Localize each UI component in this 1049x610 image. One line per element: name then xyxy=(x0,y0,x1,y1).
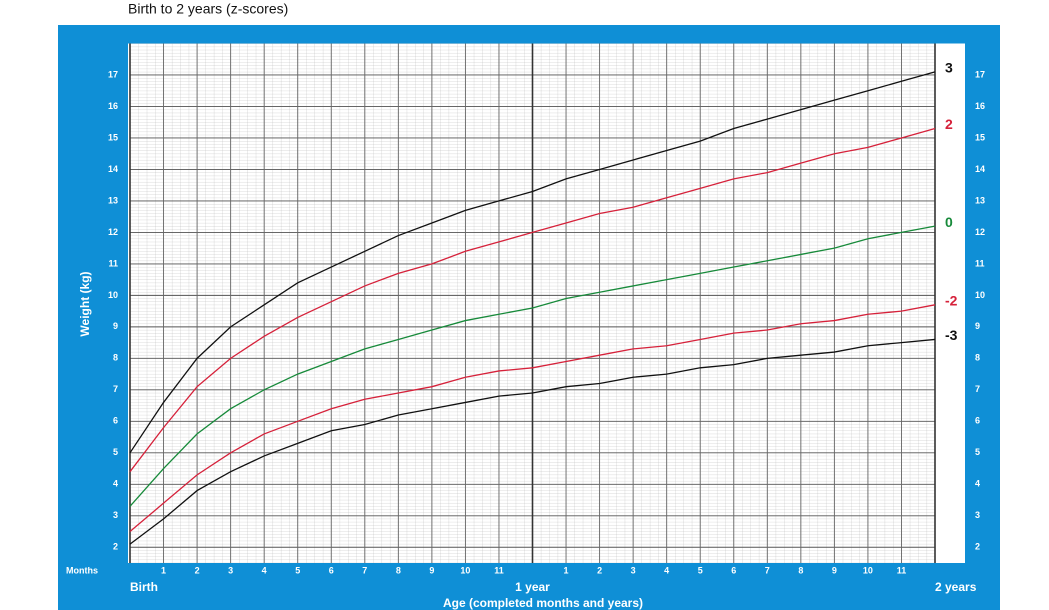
curve-label: -2 xyxy=(945,293,958,309)
curve-label: -3 xyxy=(945,327,958,343)
curve xyxy=(129,338,936,545)
curve xyxy=(129,304,936,533)
y-tick-label: 17 xyxy=(108,69,118,79)
y-tick-label: 10 xyxy=(108,290,118,300)
x-tick-label: 6 xyxy=(329,565,334,575)
y-tick-label-right: 2 xyxy=(975,542,980,552)
x-axis-label: Age (completed months and years) xyxy=(443,596,643,610)
y-tick-label: 5 xyxy=(113,447,118,457)
curve-label: 3 xyxy=(945,60,953,76)
x-tick-label: 9 xyxy=(832,565,837,575)
x-tick-label: 3 xyxy=(631,565,636,575)
y-tick-label-right: 5 xyxy=(975,447,980,457)
y-tick-label: 11 xyxy=(108,258,118,268)
y-tick-label: 13 xyxy=(108,195,118,205)
x-tick-label: 3 xyxy=(228,565,233,575)
months-label: Months xyxy=(66,565,98,575)
x-tick-label: 11 xyxy=(897,565,907,575)
x-tick-label: 11 xyxy=(494,565,504,575)
x-tick-label: 5 xyxy=(698,565,703,575)
y-tick-label: 12 xyxy=(108,227,118,237)
curve xyxy=(129,127,936,473)
y-tick-label-right: 6 xyxy=(975,416,980,426)
y-tick-label: 16 xyxy=(108,101,118,111)
y-tick-label-right: 4 xyxy=(975,479,980,489)
y-tick-label-right: 7 xyxy=(975,384,980,394)
y-tick-label-right: 3 xyxy=(975,510,980,520)
y-tick-label-right: 9 xyxy=(975,321,980,331)
y-tick-label-right: 14 xyxy=(975,164,985,174)
y-tick-label: 15 xyxy=(108,132,118,142)
y-tick-label-right: 15 xyxy=(975,132,985,142)
y-tick-label-right: 11 xyxy=(975,258,985,268)
x-tick-label: 8 xyxy=(396,565,401,575)
x-tick-label: 6 xyxy=(731,565,736,575)
y-tick-label: 2 xyxy=(113,542,118,552)
y-tick-label-right: 8 xyxy=(975,353,980,363)
curve xyxy=(129,71,936,454)
curve xyxy=(129,225,936,507)
x-tick-label: 8 xyxy=(798,565,803,575)
y-tick-label-right: 12 xyxy=(975,227,985,237)
x-tick-label: 7 xyxy=(362,565,367,575)
x-tick-label: 2 xyxy=(597,565,602,575)
x-tick-label: 1 year xyxy=(515,580,550,594)
x-tick-label: Birth xyxy=(130,580,158,594)
y-tick-label-right: 16 xyxy=(975,101,985,111)
x-tick-label: 10 xyxy=(460,565,470,575)
y-tick-label: 14 xyxy=(108,164,118,174)
x-tick-label: 5 xyxy=(295,565,300,575)
y-tick-label: 4 xyxy=(113,479,118,489)
y-tick-label: 7 xyxy=(113,384,118,394)
curve-label: 0 xyxy=(945,214,953,230)
x-tick-label: 7 xyxy=(765,565,770,575)
x-tick-label: 9 xyxy=(429,565,434,575)
x-tick-label: 4 xyxy=(664,565,669,575)
y-axis-label: Weight (kg) xyxy=(78,271,92,336)
y-tick-label: 8 xyxy=(113,353,118,363)
y-tick-label-right: 13 xyxy=(975,195,985,205)
x-tick-label: 4 xyxy=(262,565,267,575)
subtitle: Birth to 2 years (z-scores) xyxy=(128,1,288,17)
x-tick-label: 2 years xyxy=(935,580,977,594)
y-tick-label: 3 xyxy=(113,510,118,520)
x-tick-label: 1 xyxy=(564,565,569,575)
y-tick-label-right: 17 xyxy=(975,69,985,79)
y-tick-label: 9 xyxy=(113,321,118,331)
x-tick-label: 1 xyxy=(161,565,166,575)
curve-label: 2 xyxy=(945,116,953,132)
x-tick-label: 10 xyxy=(863,565,873,575)
x-tick-label: 2 xyxy=(195,565,200,575)
y-tick-label-right: 10 xyxy=(975,290,985,300)
y-tick-label: 6 xyxy=(113,416,118,426)
